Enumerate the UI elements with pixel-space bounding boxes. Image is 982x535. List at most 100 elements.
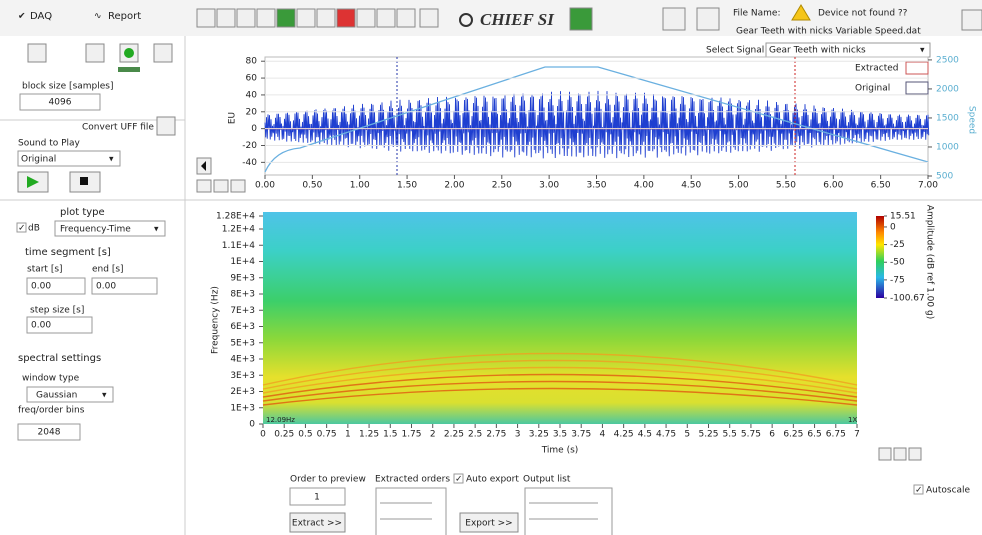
- legend-swatch: [905, 61, 929, 75]
- y-tick-label: 40: [246, 90, 258, 100]
- y-tick-label: 1.28E+4: [216, 212, 255, 222]
- y-tick-label: 1.2E+4: [222, 225, 256, 235]
- colorbar-label: Amplitude (dB ref 1.00 g): [925, 205, 935, 319]
- input-value[interactable]: 0.00: [31, 321, 51, 331]
- order-line: [262, 366, 858, 394]
- spectrogram-image: [263, 212, 857, 424]
- input-value[interactable]: 1: [314, 493, 320, 503]
- dropdown-value: Gear Teeth with nicks: [769, 46, 866, 56]
- x-tick-label: 5: [684, 430, 690, 440]
- dropdown-value: Original: [21, 155, 56, 165]
- x-tick-label: 4.5: [638, 430, 652, 440]
- extract-button[interactable]: [289, 512, 346, 533]
- order-line: [262, 387, 858, 406]
- y2-axis-label: Speed: [967, 106, 977, 134]
- label: end [s]: [92, 265, 124, 275]
- open-button[interactable]: [27, 43, 47, 63]
- label: Sound to Play: [18, 139, 81, 149]
- x-tick-label: 5.5: [723, 430, 737, 440]
- dropdown-value: Gaussian: [36, 391, 77, 401]
- y-tick-label: 5E+3: [230, 338, 255, 348]
- x-tick-label: 2.00: [444, 181, 464, 191]
- label: Auto export: [466, 475, 519, 485]
- x-tick-label: 4.00: [634, 181, 654, 191]
- convert-button[interactable]: [156, 116, 176, 136]
- svg-text:✓: ✓: [915, 486, 923, 496]
- dropdown[interactable]: [54, 220, 166, 237]
- zoom-tool[interactable]: [213, 179, 229, 193]
- x-tick-label: 3: [515, 430, 521, 440]
- zoom-tool[interactable]: [196, 179, 212, 193]
- list-box[interactable]: [524, 487, 613, 535]
- x-tick-label: 6: [769, 430, 775, 440]
- button[interactable]: [153, 43, 173, 63]
- toolbar-icons[interactable]: [196, 8, 439, 28]
- file-status: Device not found ??: [818, 9, 908, 19]
- input-value[interactable]: 0.00: [31, 282, 51, 292]
- export-button[interactable]: [459, 512, 519, 533]
- dropdown[interactable]: [17, 150, 121, 167]
- x-tick-label: 3.75: [571, 430, 591, 440]
- exit-button[interactable]: [961, 9, 982, 31]
- order-line: [262, 373, 858, 398]
- button[interactable]: [696, 7, 720, 31]
- y-tick-label: 1500: [936, 113, 959, 123]
- button-label: Export >>: [465, 519, 512, 529]
- y-tick-label: 1000: [936, 142, 959, 152]
- legend-label: Original: [855, 84, 890, 94]
- order-line: [262, 359, 858, 390]
- button-label: Extract >>: [292, 519, 342, 529]
- order-line: [262, 380, 858, 402]
- x-tick-label: 0.00: [255, 181, 275, 191]
- x-tick-label: 2.75: [486, 430, 506, 440]
- x-tick-label: 1.25: [359, 430, 379, 440]
- y-tick-label: 9E+3: [230, 273, 255, 283]
- y-tick-label: 3E+3: [230, 371, 255, 381]
- dropdown[interactable]: [26, 386, 114, 403]
- zoom-tool[interactable]: [893, 447, 907, 461]
- y-tick-label: -100.67: [890, 294, 925, 304]
- svg-text:✓: ✓: [18, 224, 26, 234]
- x-tick-label: 2.5: [468, 430, 482, 440]
- button[interactable]: [662, 7, 686, 31]
- tab[interactable]: Report: [108, 11, 141, 22]
- corner-label: 12.09Hz: [266, 416, 295, 424]
- y-axis-label: Frequency (Hz): [211, 286, 221, 354]
- x-tick-label: 5.25: [698, 430, 718, 440]
- speed-curve: [264, 66, 929, 173]
- pan-tool[interactable]: [230, 179, 246, 193]
- y-tick-label: -20: [242, 141, 257, 151]
- order-line: [262, 352, 858, 386]
- checkbox[interactable]: [453, 473, 464, 484]
- label: step size [s]: [30, 306, 84, 316]
- svg-text:▾: ▾: [102, 391, 107, 401]
- checkbox[interactable]: [16, 222, 27, 233]
- input-value[interactable]: 4096: [49, 98, 72, 108]
- file-name: Gear Teeth with nicks Variable Speed.dat: [736, 27, 921, 37]
- label: window type: [22, 374, 80, 384]
- x-tick-label: 6.75: [826, 430, 846, 440]
- svg-text:▾: ▾: [920, 46, 925, 56]
- refresh-button[interactable]: [569, 7, 593, 31]
- section-label: spectral settings: [18, 353, 101, 364]
- tab-icon: ✔: [18, 12, 26, 22]
- input-value[interactable]: 2048: [38, 428, 61, 438]
- x-tick-label: 7: [854, 430, 860, 440]
- y-tick-label: 500: [936, 172, 953, 182]
- y-tick-label: 6E+3: [230, 322, 255, 332]
- y-tick-label: 4E+3: [230, 355, 255, 365]
- y-tick-label: 7E+3: [230, 306, 255, 316]
- zoom-tool[interactable]: [878, 447, 892, 461]
- y-tick-label: 15.51: [890, 212, 916, 222]
- button[interactable]: [85, 43, 105, 63]
- pan-tool[interactable]: [908, 447, 922, 461]
- label: Select Signal: [706, 46, 764, 56]
- input-value[interactable]: 0.00: [96, 282, 116, 292]
- list-box[interactable]: [375, 487, 447, 535]
- tab[interactable]: DAQ: [30, 11, 52, 22]
- label: Convert UFF file: [82, 123, 154, 133]
- label: Order to preview: [290, 475, 366, 485]
- checkbox[interactable]: [913, 484, 924, 495]
